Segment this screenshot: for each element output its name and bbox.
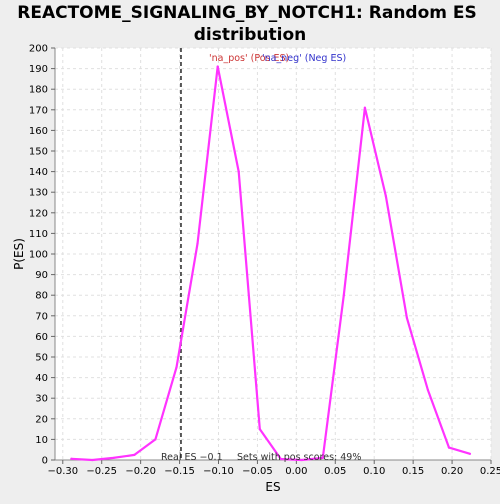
pos-scores-label: Sets with pos scores: 49% [237,452,361,463]
x-tick-label-6: 0.00 [285,466,307,477]
data-point-0-17 [426,388,430,392]
x-tick-label-11: 0.25 [480,466,500,477]
y-tick-label-10: 100 [29,250,48,261]
series-line-0 [71,65,471,462]
chart-title-line-2: distribution [194,25,306,45]
x-tick-label-5: −0.05 [242,466,273,477]
data-point-0-2 [112,456,115,460]
y-tick-label-9: 90 [35,270,48,281]
data-point-0-9 [258,428,261,431]
data-point-0-5 [175,366,178,369]
y-tick-label-6: 60 [35,332,48,343]
data-point-0-15 [384,195,387,198]
y-tick-label-13: 130 [29,188,48,199]
data-point-0-12 [321,456,324,460]
y-tick-label-17: 170 [29,105,48,116]
data-point-0-6 [196,242,199,245]
y-tick-label-1: 10 [35,435,48,446]
y-tick-label-11: 110 [29,229,48,240]
y-tick-label-16: 160 [29,126,48,137]
y-axis-label: P(ES) [12,238,26,270]
y-tick-label-7: 70 [35,311,48,322]
y-tick-label-15: 150 [29,147,48,158]
real-es-label: Real ES −0.1 [161,452,223,463]
x-tick-label-0: −0.30 [47,466,78,477]
x-tick-label-3: −0.15 [164,466,195,477]
data-point-0-3 [133,453,136,456]
x-tick-label-2: −0.20 [125,466,156,477]
x-tick-label-8: 0.10 [363,466,385,477]
data-point-0-0 [70,457,73,460]
x-tick-label-1: −0.25 [86,466,117,477]
x-tick-label-4: −0.10 [203,466,234,477]
y-tick-label-20: 200 [29,44,48,55]
plot-area: 0 10 20 30 40 50 60 70 80 90 100 110 120 130 140 150 160… [29,44,500,478]
y-tick-label-5: 50 [35,353,48,364]
data-point-0-10 [279,457,282,461]
data-point-0-16 [405,316,409,319]
x-tick-label-10: 0.20 [441,466,463,477]
data-point-0-18 [447,446,451,449]
data-point-0-19 [468,452,472,455]
data-point-0-11 [300,458,303,462]
y-tick-label-12: 120 [29,208,48,219]
y-tick-label-18: 180 [29,85,48,96]
y-tick-label-4: 40 [35,373,48,384]
x-tick-label-7: 0.05 [324,466,346,477]
data-point-0-1 [91,458,94,462]
legend-pos-label: 'na_pos' (Pos ES) [209,53,289,64]
y-tick-label-2: 20 [35,414,48,425]
legend-neg-label: 'na_neg' (Neg ES) [262,53,346,64]
y-tick-label-8: 80 [35,291,48,302]
y-tick-label-0: 0 [42,456,48,467]
data-point-0-4 [154,438,157,441]
data-point-0-14 [363,106,366,109]
y-tick-label-14: 140 [29,167,48,178]
data-point-0-13 [342,294,345,297]
y-tick-label-19: 190 [29,64,48,75]
x-tick-label-9: 0.15 [402,466,424,477]
chart-title-line-1: REACTOME_SIGNALING_BY_NOTCH1: Random ES [17,3,477,23]
x-axis-label: ES [265,480,280,494]
y-tick-label-3: 30 [35,394,48,405]
data-point-0-8 [237,170,240,173]
data-point-0-7 [216,65,219,68]
